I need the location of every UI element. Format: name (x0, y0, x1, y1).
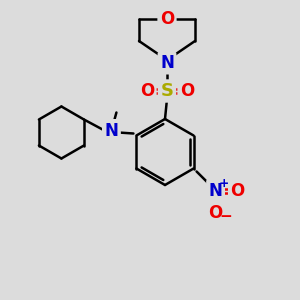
Text: N: N (160, 54, 174, 72)
Text: O: O (208, 203, 223, 221)
Text: +: + (218, 177, 229, 190)
Text: O: O (180, 82, 194, 100)
Text: N: N (104, 122, 118, 140)
Text: O: O (230, 182, 245, 200)
Text: O: O (160, 10, 174, 28)
Text: S: S (160, 82, 173, 100)
Text: O: O (140, 82, 154, 100)
Text: −: − (219, 209, 232, 224)
Text: N: N (208, 182, 223, 200)
